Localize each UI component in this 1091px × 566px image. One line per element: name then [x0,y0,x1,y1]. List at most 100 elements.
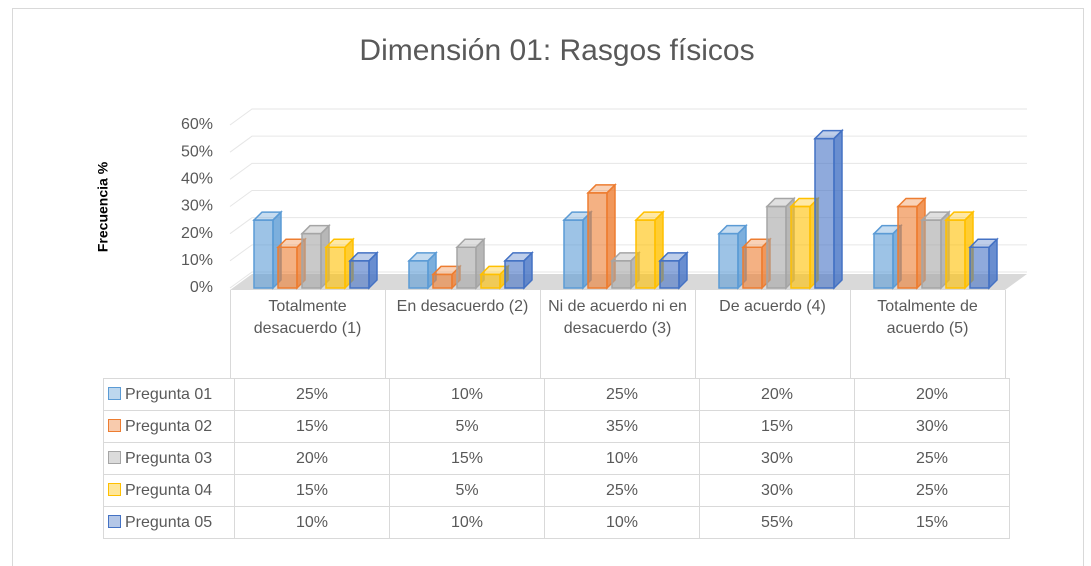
data-label: 25% [544,378,700,411]
data-label: 20% [234,442,390,475]
table-divider [850,290,851,378]
data-label: 30% [854,410,1010,443]
chart-title: Dimensión 01: Rasgos físicos [359,34,754,67]
data-label: 25% [544,474,700,507]
bar [407,251,438,290]
y-axis-label: Frecuencia % [95,161,111,252]
legend-entry: Pregunta 04 [103,474,235,507]
bar-front [563,219,584,289]
bar [789,196,820,290]
bar-front [814,137,835,289]
bar-side [833,128,843,290]
legend-entry: Pregunta 05 [103,506,235,539]
legend-swatch [108,482,121,496]
legend-label: Pregunta 05 [125,513,213,531]
bar [586,183,617,290]
data-label: 15% [234,474,390,507]
legend-entry: Pregunta 01 [103,378,235,411]
bar-side [988,237,998,290]
grid-line [229,162,1027,180]
bar-front [790,205,811,289]
legend-swatch [108,418,121,432]
data-label: 25% [854,442,1010,475]
legend-entry: Pregunta 02 [103,410,235,443]
chart-frame [12,8,1084,566]
bar-side [678,251,688,290]
grid-line [229,135,1027,153]
legend-label: Pregunta 01 [125,385,213,403]
bar [741,237,772,290]
bar-front [504,260,525,289]
y-tick-label: 40% [181,171,213,188]
bar-front [253,219,274,289]
bar [252,210,283,290]
data-label: 20% [699,378,855,411]
bar-front [277,246,298,289]
grid-line [229,190,1027,207]
y-tick-label: 10% [181,252,213,269]
data-label: 55% [699,506,855,539]
x-tick-label: En desacuerdo (2) [396,298,529,315]
table-divider [1005,290,1006,378]
bar-front [301,232,322,289]
table-divider [230,290,231,378]
data-label: 5% [389,474,545,507]
bar [717,223,748,290]
bar [765,196,796,290]
bar-front [921,219,942,289]
bar-front [897,205,918,289]
y-tick-label: 60% [181,116,213,133]
bar-front [718,232,739,289]
data-table: Pregunta 01 25% 10% 25% 20% 20% Pregunta 02 15%… [103,378,1010,539]
table-divider [385,290,386,378]
data-label: 25% [234,378,390,411]
bar-front [766,205,787,289]
bar-side [368,251,378,290]
bar [896,196,927,290]
bar [431,264,462,290]
bar [872,223,903,290]
bar-front [945,219,966,289]
bar [455,237,486,290]
bar [813,128,844,290]
data-label: 30% [699,474,855,507]
data-label: 10% [544,442,700,475]
data-label: 15% [389,442,545,475]
data-label: 10% [389,378,545,411]
bar-front [873,232,894,289]
bar [968,237,999,290]
bar [503,251,534,290]
bar-front [611,260,632,289]
data-label: 15% [854,506,1010,539]
bar [634,210,665,290]
y-tick-label: 20% [181,225,213,242]
bar-front [969,246,990,289]
bar [944,210,975,290]
bar-front [480,273,501,289]
table-row: Pregunta 01 25% 10% 25% 20% 20% [103,378,1010,411]
bar [276,237,307,290]
table-divider [540,290,541,378]
x-tick-label: De acuerdo (4) [719,298,826,315]
bar [324,237,355,290]
bar-front [456,246,477,289]
y-tick-label: 30% [181,198,213,215]
data-label: 10% [544,506,700,539]
bar-front [408,260,429,289]
x-tick-label: Totalmente de acuerdo (5) [877,298,978,337]
legend-label: Pregunta 02 [125,417,213,435]
grid-line [229,108,1027,126]
data-label: 15% [699,410,855,443]
bar [348,251,379,290]
bar-front [349,260,370,289]
bar [920,210,951,290]
y-tick-label: 50% [181,143,213,160]
data-label: 25% [854,474,1010,507]
data-label: 15% [234,410,390,443]
table-row: Pregunta 02 15% 5% 35% 15% 30% [103,410,1010,443]
bar-side [523,251,533,290]
bar [562,210,593,290]
legend-label: Pregunta 03 [125,449,213,467]
table-row: Pregunta 03 20% 15% 10% 30% 25% [103,442,1010,475]
